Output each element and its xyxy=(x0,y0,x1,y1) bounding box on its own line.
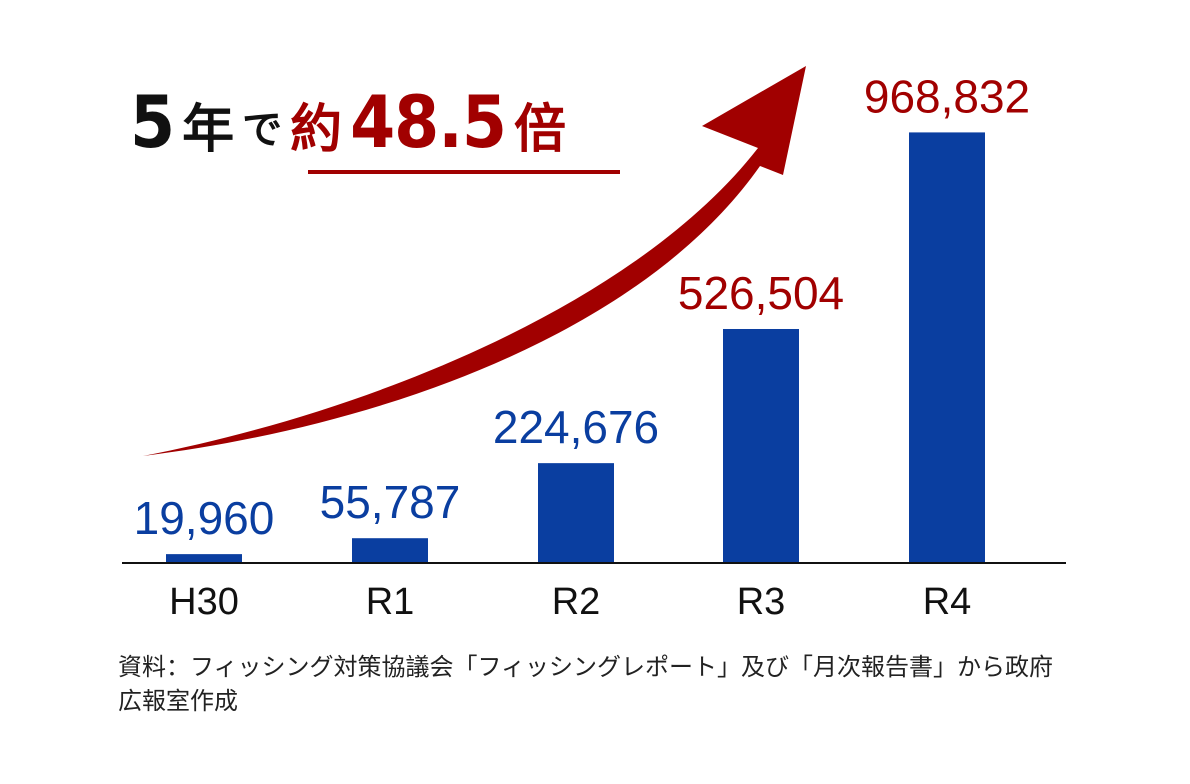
x-tick-label-r1: R1 xyxy=(366,581,415,623)
value-label-r3: 526,504 xyxy=(678,267,844,319)
value-labels: 19,960 55,787 224,676 526,504 968,832 xyxy=(134,70,1030,544)
headline-years: 5 xyxy=(130,80,175,164)
bar-h30 xyxy=(166,554,242,563)
bar-r2 xyxy=(538,463,614,563)
bar-r4 xyxy=(909,132,985,563)
source-note: 資料：フィッシング対策協議会「フィッシングレポート」及び「月次報告書」から政府広… xyxy=(118,653,1054,715)
headline-underline xyxy=(308,170,620,174)
headline-approx: 約 xyxy=(290,100,343,160)
headline-row: 5 年 で 約 48.5 倍 xyxy=(130,58,566,158)
bar-r3 xyxy=(723,328,799,563)
value-label-r1: 55,787 xyxy=(320,476,461,528)
headline-times: 倍 xyxy=(513,100,566,160)
x-tick-label-r3: R3 xyxy=(737,581,786,623)
value-label-r4: 968,832 xyxy=(864,70,1030,122)
headline-year-unit: 年 xyxy=(182,100,235,160)
headline-multiplier: 48.5 xyxy=(350,80,507,164)
bars xyxy=(166,132,985,563)
growth-arrow xyxy=(143,66,806,456)
growth-arrow-shape xyxy=(143,66,806,456)
value-label-r2: 224,676 xyxy=(493,401,659,453)
x-tick-label-r2: R2 xyxy=(552,581,601,623)
bar-r1 xyxy=(352,538,428,563)
value-label-h30: 19,960 xyxy=(134,492,275,544)
x-tick-label-h30: H30 xyxy=(169,581,239,623)
headline-particle: で xyxy=(242,107,283,153)
headline: 5 年 で 約 48.5 倍 xyxy=(130,58,630,183)
x-axis: H30 R1 R2 R3 R4 xyxy=(122,562,1066,623)
x-tick-label-r4: R4 xyxy=(923,581,972,623)
